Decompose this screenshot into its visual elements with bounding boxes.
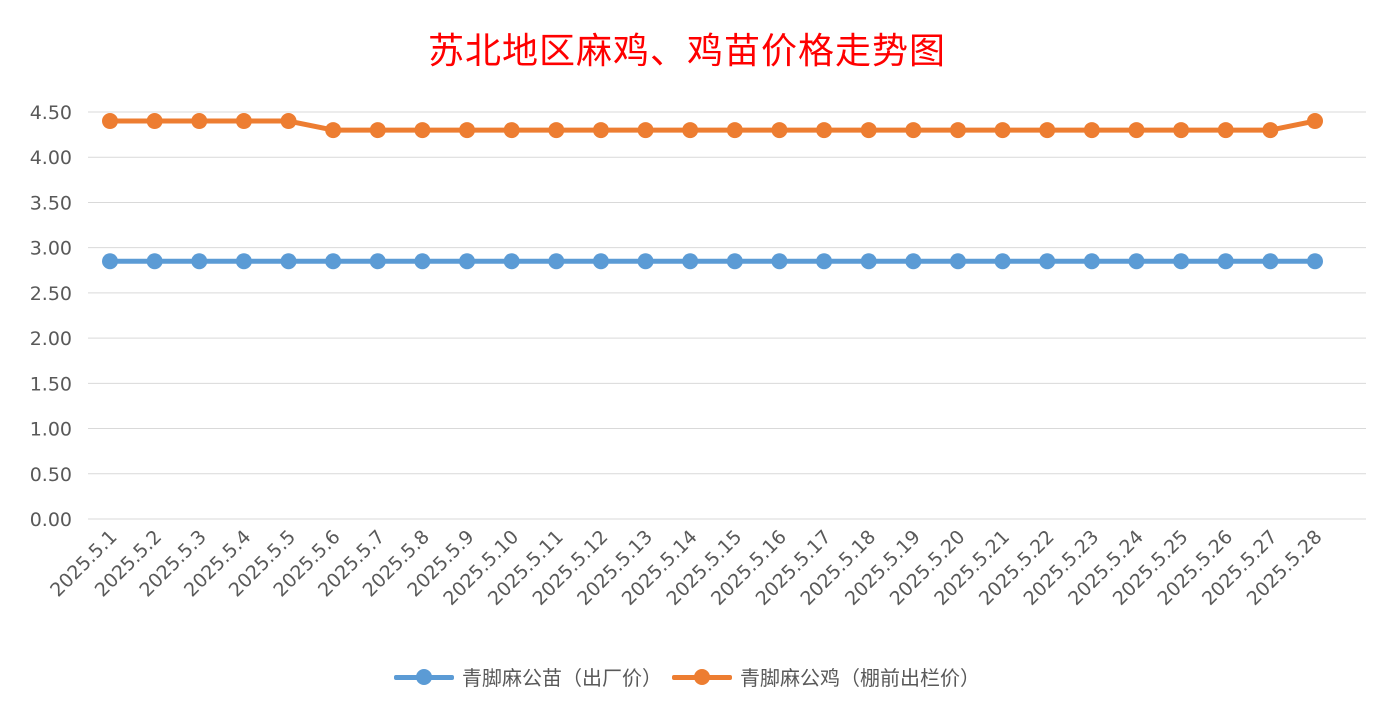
data-point-series-1: [1262, 253, 1279, 270]
data-point-series-2: [1173, 122, 1190, 139]
data-point-series-2: [726, 122, 743, 139]
data-point-series-1: [637, 253, 654, 270]
data-point-series-1: [369, 253, 386, 270]
data-point-series-2: [1039, 122, 1056, 139]
data-point-series-2: [280, 113, 297, 130]
data-point-series-1: [191, 253, 208, 270]
data-point-series-2: [548, 122, 565, 139]
data-point-series-2: [459, 122, 476, 139]
data-point-series-1: [592, 253, 609, 270]
legend-item-series-1: 青脚麻公苗（出厂价）: [394, 662, 662, 691]
data-point-series-1: [726, 253, 743, 270]
data-point-series-1: [1173, 253, 1190, 270]
legend-item-series-2: 青脚麻公鸡（棚前出栏价）: [672, 662, 980, 691]
data-point-series-1: [994, 253, 1011, 270]
y-tick-label: 4.00: [30, 147, 72, 169]
data-point-series-1: [503, 253, 520, 270]
legend-swatch-series-2: [672, 667, 732, 687]
data-point-series-2: [637, 122, 654, 139]
data-point-series-1: [325, 253, 342, 270]
data-point-series-1: [816, 253, 833, 270]
chart-title: 苏北地区麻鸡、鸡苗价格走势图: [427, 31, 946, 72]
data-point-series-2: [682, 122, 699, 139]
y-tick-label: 1.50: [30, 373, 72, 395]
data-point-series-1: [548, 253, 565, 270]
data-point-series-2: [235, 113, 252, 130]
data-point-series-1: [1217, 253, 1234, 270]
data-point-series-1: [102, 253, 118, 270]
y-tick-label: 4.50: [30, 102, 72, 124]
data-point-series-2: [102, 113, 118, 130]
y-tick-label: 1.00: [30, 419, 72, 441]
data-point-series-1: [771, 253, 788, 270]
data-point-series-1: [682, 253, 699, 270]
data-point-series-1: [146, 253, 163, 270]
data-point-series-1: [860, 253, 877, 270]
data-point-series-2: [994, 122, 1011, 139]
data-point-series-1: [949, 253, 966, 270]
data-point-series-2: [949, 122, 966, 139]
data-point-series-2: [503, 122, 520, 139]
data-point-series-2: [1307, 113, 1323, 130]
y-tick-label: 0.00: [30, 509, 72, 531]
data-point-series-1: [1083, 253, 1100, 270]
data-point-series-2: [860, 122, 877, 139]
legend: 青脚麻公苗（出厂价） 青脚麻公鸡（棚前出栏价）: [0, 662, 1374, 691]
y-tick-label: 3.50: [30, 192, 72, 214]
data-point-series-2: [592, 122, 609, 139]
data-point-series-2: [1128, 122, 1145, 139]
data-point-series-1: [235, 253, 252, 270]
y-tick-label: 3.00: [30, 238, 72, 260]
data-point-series-2: [1217, 122, 1234, 139]
y-tick-label: 0.50: [30, 464, 72, 486]
data-point-series-2: [146, 113, 163, 130]
data-point-series-1: [1307, 253, 1323, 270]
data-point-series-2: [1083, 122, 1100, 139]
data-point-series-1: [414, 253, 431, 270]
data-point-series-1: [459, 253, 476, 270]
data-point-series-2: [191, 113, 208, 130]
data-point-series-1: [1128, 253, 1145, 270]
data-point-series-2: [1262, 122, 1279, 139]
data-point-series-2: [816, 122, 833, 139]
data-point-series-2: [771, 122, 788, 139]
data-point-series-2: [905, 122, 922, 139]
series-line-2: [107, 118, 1318, 133]
data-point-series-2: [369, 122, 386, 139]
data-point-series-1: [1039, 253, 1056, 270]
data-point-series-2: [414, 122, 431, 139]
data-point-series-1: [280, 253, 297, 270]
legend-label-series-1: 青脚麻公苗（出厂价）: [462, 666, 662, 690]
legend-label-series-2: 青脚麻公鸡（棚前出栏价）: [740, 666, 980, 690]
data-point-series-1: [905, 253, 922, 270]
y-tick-label: 2.50: [30, 283, 72, 305]
legend-swatch-series-1: [394, 667, 454, 687]
y-tick-label: 2.00: [30, 328, 72, 350]
data-point-series-2: [325, 122, 342, 139]
